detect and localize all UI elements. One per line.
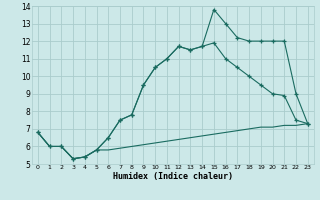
X-axis label: Humidex (Indice chaleur): Humidex (Indice chaleur) (113, 172, 233, 181)
